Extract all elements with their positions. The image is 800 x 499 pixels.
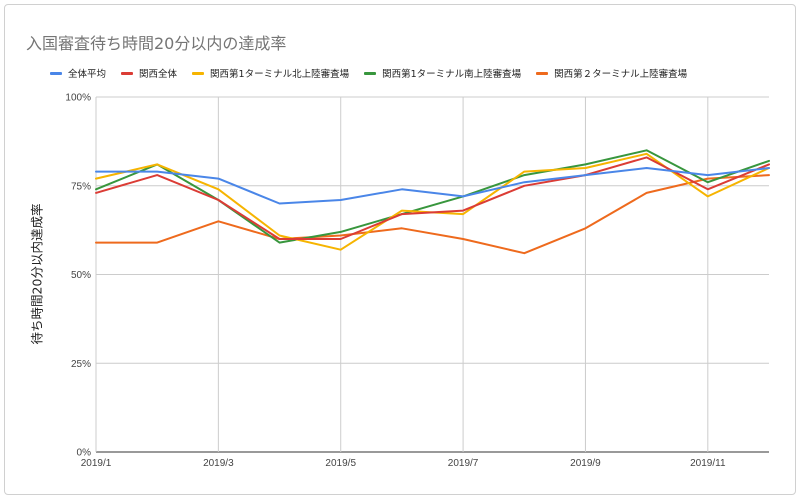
y-tick-label: 25% [71, 359, 91, 370]
legend-label-series-4: 関西第1ターミナル南上陸審査場 [382, 69, 522, 80]
series-line-4 [95, 149, 770, 244]
legend-swatch-series-3 [192, 71, 205, 75]
chart-frame [4, 4, 796, 495]
y-tick-label: 75% [71, 181, 91, 192]
legend-item-series-5[interactable]: 関西第２ターミナル上陸審査場 [536, 66, 687, 80]
y-tick-label: 50% [71, 270, 91, 281]
legend-item-series-3[interactable]: 関西第1ターミナル北上陸審査場 [192, 66, 349, 80]
legend: 全体平均 関西全体 関西第1ターミナル北上陸審査場 関西第1ターミナル南上陸審査… [50, 66, 702, 80]
legend-swatch-series-1 [50, 71, 62, 75]
x-tick-label: 2019/9 [570, 458, 601, 469]
legend-label-series-1: 全体平均 [68, 69, 107, 80]
legend-item-series-1[interactable]: 全体平均 [50, 66, 106, 80]
legend-item-series-4[interactable]: 関西第1ターミナル南上陸審査場 [364, 66, 521, 80]
legend-swatch-series-4 [364, 71, 377, 75]
x-tick-label: 2019/1 [81, 458, 112, 469]
x-tick-label: 2019/3 [203, 458, 234, 469]
y-tick-label: 100% [65, 93, 91, 104]
series-line-1 [95, 167, 770, 205]
legend-label-series-2: 関西全体 [139, 69, 178, 80]
legend-swatch-series-2 [121, 71, 134, 75]
series-line-2 [95, 156, 770, 240]
series-line-5 [95, 174, 770, 255]
legend-label-series-5: 関西第２ターミナル上陸審査場 [554, 69, 688, 80]
legend-item-series-2[interactable]: 関西全体 [121, 66, 177, 80]
x-tick-label: 2019/5 [325, 458, 356, 469]
legend-label-series-3: 関西第1ターミナル北上陸審査場 [210, 69, 350, 80]
legend-swatch-series-5 [536, 71, 549, 75]
y-tick-label: 0% [77, 448, 92, 459]
x-tick-label: 2019/7 [448, 458, 479, 469]
chart-title: 入国審査待ち時間20分以内の達成率 [26, 34, 287, 53]
x-tick-label: 2019/11 [690, 458, 726, 469]
